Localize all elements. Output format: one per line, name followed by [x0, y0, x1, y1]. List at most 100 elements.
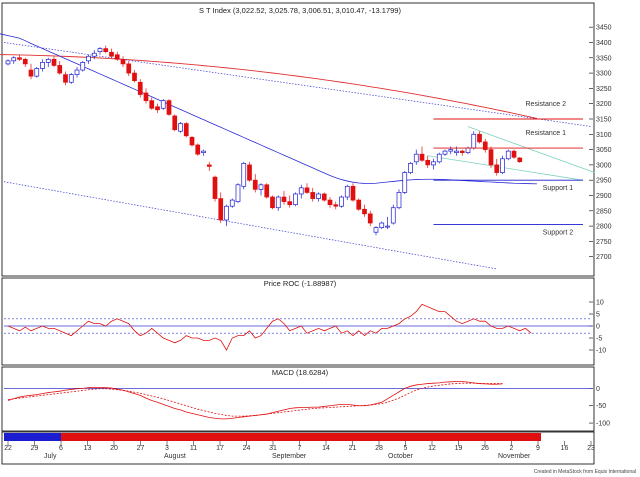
- price-tick-label: 2700: [596, 254, 612, 261]
- price-panel: [1, 2, 595, 277]
- candle-body: [275, 196, 281, 209]
- roc-tick-label: -5: [596, 336, 602, 343]
- price-tick-label: 3300: [596, 71, 612, 78]
- roc-tick-label: 5: [596, 312, 600, 319]
- date-tick-label: 21: [349, 445, 357, 452]
- candle-body: [183, 123, 189, 137]
- candle-body: [482, 141, 488, 150]
- date-tick-label: 16: [561, 445, 569, 452]
- resistance-label: Resistance 2: [526, 101, 567, 108]
- candle-body: [114, 54, 120, 60]
- macd-chart-title: MACD (18.6284): [272, 368, 329, 377]
- price-tick-label: 3450: [596, 25, 612, 32]
- candle-body: [327, 199, 333, 206]
- candle-body: [17, 57, 22, 60]
- date-tick-label: 7: [298, 445, 302, 452]
- candle-body: [442, 150, 448, 155]
- date-tick-label: 13: [84, 445, 92, 452]
- candle-body: [413, 153, 419, 163]
- roc-tick-label: -10: [596, 348, 606, 355]
- candle-body: [367, 213, 373, 224]
- candle-body: [431, 161, 436, 166]
- macd-panel: [1, 366, 595, 432]
- candle-body: [28, 69, 34, 77]
- candle-body: [264, 184, 270, 198]
- candle-body: [143, 92, 149, 101]
- candle-body: [178, 123, 183, 132]
- candle-body: [304, 187, 310, 193]
- support-label: Support 1: [543, 185, 573, 192]
- candle-body: [51, 58, 57, 66]
- candle-body: [287, 201, 293, 206]
- month-label: October: [388, 453, 414, 460]
- candle-body: [459, 150, 465, 154]
- roc-panel: [1, 277, 595, 366]
- candle-body: [247, 164, 252, 181]
- candle-body: [293, 193, 298, 206]
- candle-body: [344, 185, 350, 198]
- price-tick-label: 2800: [596, 224, 612, 231]
- candle-body: [155, 106, 160, 111]
- candle-body: [252, 179, 258, 190]
- candle-body: [97, 48, 103, 53]
- candle-body: [448, 149, 454, 152]
- candle-body: [195, 144, 201, 155]
- candle-body: [229, 199, 235, 207]
- lower-trend-line: [3, 181, 497, 270]
- candle-body: [103, 48, 109, 53]
- price-tick-label: 2950: [596, 178, 612, 185]
- candle-body: [511, 150, 517, 158]
- date-tick-label: 20: [110, 445, 118, 452]
- candle-body: [396, 192, 402, 209]
- candle-body: [505, 150, 511, 160]
- candle-body: [126, 63, 132, 74]
- date-tick-label: 22: [4, 445, 12, 452]
- candle-body: [298, 187, 304, 195]
- candle-body: [109, 51, 114, 57]
- candle-body: [172, 115, 178, 131]
- period-bar-blue: [4, 433, 61, 441]
- price-tick-label: 3400: [596, 40, 612, 47]
- candle-body: [436, 153, 442, 163]
- date-tick-label: 3: [165, 445, 169, 452]
- candle-body: [40, 62, 45, 69]
- candle-body: [454, 150, 459, 154]
- date-tick-label: 24: [243, 445, 251, 452]
- candle-body: [218, 198, 224, 221]
- macd-line: [7, 381, 503, 420]
- period-bar-red: [61, 433, 541, 441]
- candle-body: [45, 58, 51, 63]
- candle-body: [419, 153, 425, 161]
- date-tick-label: 12: [428, 445, 436, 452]
- candle-body: [11, 57, 17, 62]
- month-label: July: [44, 453, 57, 460]
- candle-body: [379, 222, 385, 228]
- candle-body: [471, 133, 477, 149]
- price-tick-label: 3250: [596, 86, 612, 93]
- macd-tick-label: 0: [596, 386, 600, 393]
- date-tick-label: 9: [536, 445, 540, 452]
- candle-body: [63, 74, 68, 83]
- candle-body: [120, 58, 126, 65]
- candle-body: [132, 72, 137, 82]
- candle-body: [390, 207, 396, 224]
- flag-lower-line: [427, 155, 584, 181]
- flag-upper-line: [467, 126, 595, 173]
- candle-body: [5, 60, 11, 65]
- credit-text: Created in MetaStock from Equis Internat…: [534, 469, 636, 475]
- candle-body: [166, 100, 172, 115]
- date-tick-label: 31: [269, 445, 277, 452]
- candle-body: [212, 176, 218, 199]
- roc-line: [7, 303, 532, 351]
- candle-body: [241, 163, 247, 187]
- candle-body: [149, 100, 155, 109]
- candle-body: [333, 204, 339, 207]
- roc-chart-title: Price ROC (-1.88987): [264, 279, 337, 288]
- candle-body: [137, 81, 143, 95]
- date-tick-label: 28: [375, 445, 383, 452]
- price-tick-label: 3350: [596, 55, 612, 62]
- candle-body: [68, 74, 74, 83]
- date-tick-label: 23: [587, 445, 595, 452]
- candle-body: [362, 208, 367, 215]
